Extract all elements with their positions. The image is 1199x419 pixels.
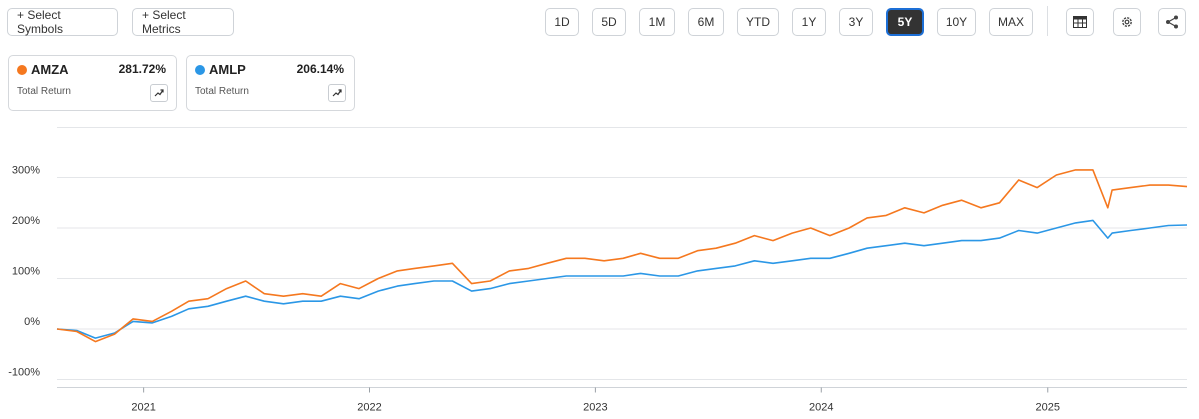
series-color-dot xyxy=(17,65,27,75)
card-value: 281.72% xyxy=(118,62,166,76)
trend-arrow-icon xyxy=(154,89,164,97)
performance-chart[interactable]: 300% 200% 100% 0% -100% 2021 2022 2023 2024 2025 xyxy=(0,120,1199,414)
series-line-amza xyxy=(56,169,1188,343)
range-ytd-button[interactable]: YTD xyxy=(737,8,779,36)
toolbar-left: + Select Symbols + Select Metrics xyxy=(7,8,234,36)
range-10y-button[interactable]: 10Y xyxy=(937,8,976,36)
select-metrics-button[interactable]: + Select Metrics xyxy=(132,8,234,36)
table-icon xyxy=(1073,16,1087,28)
legend-card-amlp[interactable]: AMLP 206.14% Total Return xyxy=(186,55,355,111)
card-metric: Total Return xyxy=(17,86,71,97)
x-tick-label: 2022 xyxy=(357,402,381,414)
time-range-selector: 1D 5D 1M 6M YTD 1Y 3Y 5Y 10Y MAX xyxy=(545,8,1046,36)
chart-canvas[interactable]: 300% 200% 100% 0% -100% 2021 2022 2023 2024 2025 xyxy=(0,120,1199,414)
range-1m-button[interactable]: 1M xyxy=(639,8,675,36)
trend-chart-button[interactable] xyxy=(150,84,168,102)
x-tick-label: 2024 xyxy=(809,402,833,414)
x-tick-label: 2023 xyxy=(583,402,607,414)
share-icon xyxy=(1166,15,1178,29)
trend-chart-button[interactable] xyxy=(328,84,346,102)
range-6m-button[interactable]: 6M xyxy=(688,8,724,36)
toolbar-divider xyxy=(1047,6,1048,36)
legend-card-amza[interactable]: AMZA 281.72% Total Return xyxy=(8,55,177,111)
select-symbols-button[interactable]: + Select Symbols xyxy=(7,8,118,36)
card-value: 206.14% xyxy=(296,62,344,76)
settings-button[interactable] xyxy=(1113,8,1141,36)
range-1d-button[interactable]: 1D xyxy=(545,8,579,36)
card-symbol: AMLP xyxy=(209,62,246,77)
trend-arrow-icon xyxy=(332,89,342,97)
range-5y-button[interactable]: 5Y xyxy=(886,8,924,36)
range-1y-button[interactable]: 1Y xyxy=(792,8,826,36)
y-tick-label: 100% xyxy=(12,266,40,278)
series-line-amlp xyxy=(56,219,1188,339)
table-view-button[interactable] xyxy=(1066,8,1094,36)
range-5d-button[interactable]: 5D xyxy=(592,8,626,36)
y-tick-label: -100% xyxy=(8,367,40,379)
range-max-button[interactable]: MAX xyxy=(989,8,1033,36)
card-metric: Total Return xyxy=(195,86,249,97)
share-button[interactable] xyxy=(1158,8,1186,36)
y-tick-label: 0% xyxy=(24,316,40,328)
y-tick-label: 200% xyxy=(12,215,40,227)
settings-gear-icon xyxy=(1122,17,1132,27)
x-tick-label: 2025 xyxy=(1036,402,1060,414)
range-3y-button[interactable]: 3Y xyxy=(839,8,873,36)
series-color-dot xyxy=(195,65,205,75)
x-tick-label: 2021 xyxy=(131,402,155,414)
y-tick-label: 300% xyxy=(12,165,40,177)
chart-top-divider xyxy=(57,127,1187,128)
card-symbol: AMZA xyxy=(31,62,69,77)
